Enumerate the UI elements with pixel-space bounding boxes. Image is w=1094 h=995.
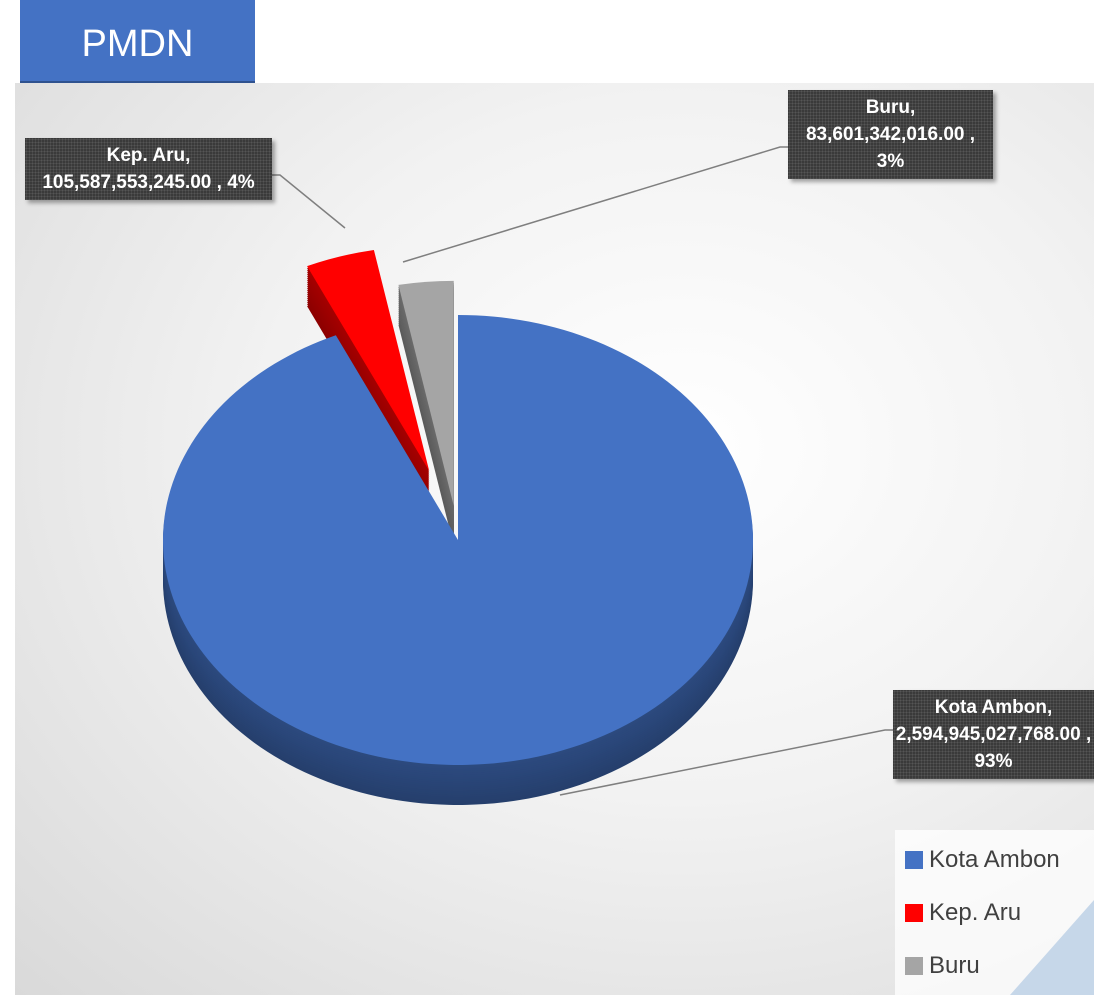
legend-item: Buru	[905, 952, 980, 980]
slice	[162, 315, 754, 766]
slice	[307, 249, 430, 471]
legend-label: Kep. Aru	[929, 899, 1022, 926]
legend-label: Kota Ambon	[929, 846, 1060, 873]
chart-title: PMDN	[20, 0, 255, 83]
data-label: Kep. Aru, 105,587,553,245.00 , 4%	[25, 138, 272, 200]
data-label: Kota Ambon, 2,594,945,027,768.00 , 93%	[893, 690, 1094, 779]
slice	[398, 280, 454, 506]
legend-swatch	[905, 957, 923, 975]
leader-line	[272, 174, 346, 229]
legend-swatch	[905, 851, 923, 869]
legend-item: Kota Ambon	[905, 846, 1060, 874]
legend-label: Buru	[929, 952, 980, 979]
data-label: Buru, 83,601,342,016.00 , 3%	[788, 90, 993, 179]
legend: Kota Ambon Kep. Aru Buru	[895, 830, 1094, 995]
legend-item: Kep. Aru	[905, 899, 1021, 927]
leader-line	[559, 729, 893, 796]
legend-swatch	[905, 904, 923, 922]
leader-line	[402, 146, 788, 263]
